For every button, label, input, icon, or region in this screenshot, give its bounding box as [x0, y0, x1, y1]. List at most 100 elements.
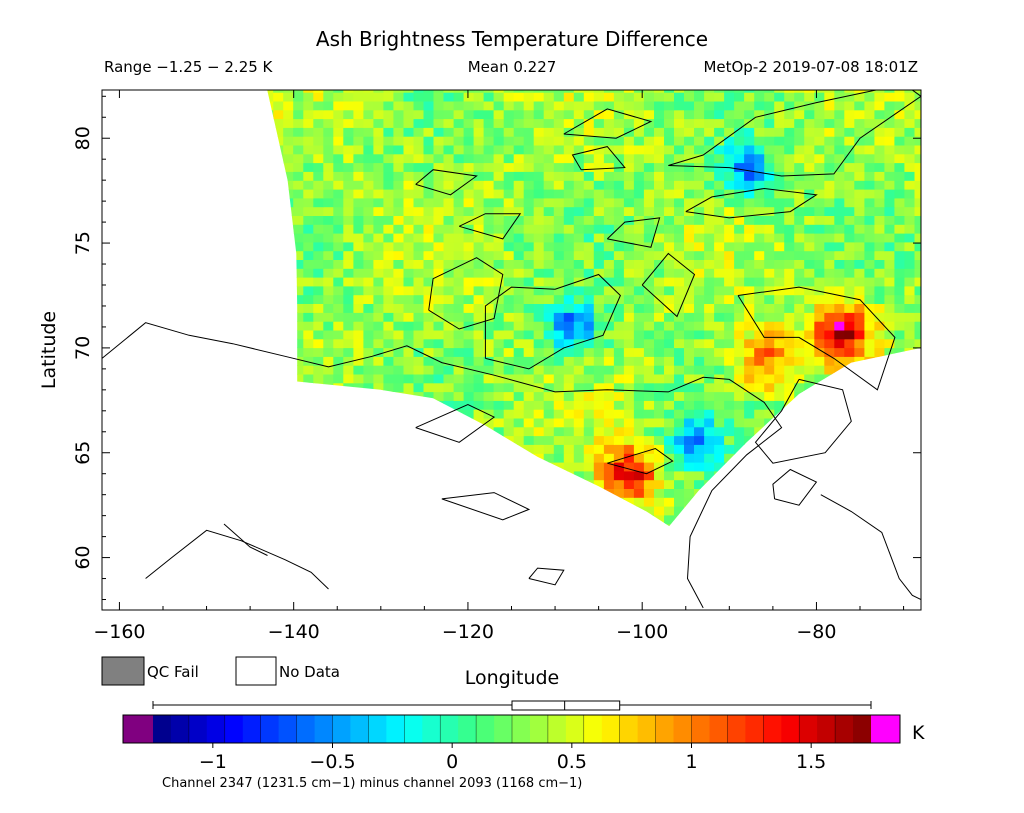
data-cell [724, 118, 735, 128]
data-cell [643, 514, 655, 525]
data-cell [684, 180, 695, 190]
data-cell [674, 347, 685, 357]
data-cell [343, 523, 354, 527]
data-cell [265, 435, 274, 445]
data-cell [453, 382, 465, 393]
data-cell [854, 118, 865, 128]
data-cell [804, 347, 815, 357]
data-cell [293, 118, 304, 128]
data-cell [674, 180, 685, 190]
data-cell [543, 417, 555, 428]
data-cell [323, 153, 334, 164]
data-cell [864, 215, 875, 225]
data-cell [283, 268, 294, 278]
data-cell [844, 497, 855, 507]
data-cell [473, 162, 485, 172]
data-cell [623, 409, 635, 419]
data-cell [323, 453, 334, 463]
data-cell [894, 523, 905, 527]
data-cell [573, 109, 585, 120]
data-cell [473, 488, 485, 498]
data-cell [925, 224, 936, 233]
data-cell [593, 382, 605, 393]
data-cell [543, 488, 555, 498]
data-cell [864, 506, 875, 516]
colorbar-tick-label: −1 [199, 751, 227, 773]
data-cell [854, 189, 865, 199]
data-cell [844, 453, 855, 463]
data-cell [413, 197, 425, 208]
data-cell [503, 462, 515, 472]
data-cell [784, 426, 795, 437]
data-cell [493, 294, 505, 304]
data-cell [844, 241, 855, 252]
data-cell [623, 215, 635, 225]
data-cell [854, 144, 865, 155]
data-cell [373, 382, 384, 393]
data-cell [483, 400, 495, 410]
data-cell [353, 479, 364, 489]
data-cell [373, 241, 384, 252]
data-cell [643, 303, 655, 313]
data-cell [754, 268, 765, 278]
data-cell [854, 470, 865, 481]
data-cell [874, 285, 885, 296]
data-cell [433, 462, 445, 472]
data-cell [694, 144, 705, 155]
data-cell [453, 180, 465, 190]
data-cell [293, 435, 304, 445]
data-cell [884, 400, 895, 410]
data-cell [904, 506, 915, 516]
data-cell [265, 506, 274, 516]
data-cell [714, 514, 725, 525]
data-cell [433, 338, 445, 349]
data-cell [303, 321, 314, 331]
data-cell [804, 250, 815, 260]
data-cell [834, 233, 845, 243]
data-cell [553, 338, 565, 349]
data-cell [403, 329, 415, 340]
data-cell [764, 241, 775, 252]
data-cell [874, 303, 885, 313]
data-cell [804, 277, 815, 287]
data-cell [543, 453, 555, 463]
data-cell [794, 479, 805, 489]
data-cell [333, 127, 344, 137]
data-cell [914, 162, 921, 172]
data-cell [333, 136, 344, 146]
data-cell [714, 127, 725, 137]
data-cell [664, 497, 675, 507]
data-cell [633, 365, 645, 375]
data-cell [894, 409, 905, 419]
data-cell [293, 470, 304, 481]
data-cell [323, 100, 334, 111]
data-cell [654, 462, 665, 472]
data-cell [453, 144, 465, 155]
data-cell [313, 144, 324, 155]
data-cell [834, 250, 845, 260]
data-cell [393, 382, 404, 393]
data-cell [654, 90, 665, 93]
data-cell [824, 373, 835, 384]
data-cell [533, 90, 545, 93]
data-cell [343, 329, 354, 340]
data-cell [664, 488, 675, 498]
data-cell [593, 189, 605, 199]
data-cell [403, 153, 415, 164]
data-cell [784, 312, 795, 322]
data-cell [483, 373, 495, 384]
data-cell [784, 136, 795, 146]
data-cell [603, 506, 615, 516]
data-cell [523, 206, 535, 216]
data-cell [694, 488, 705, 498]
data-cell [764, 153, 775, 164]
data-cell [403, 189, 415, 199]
data-cell [714, 100, 725, 111]
data-cell [313, 417, 324, 428]
data-cell [925, 154, 936, 163]
data-cell [814, 409, 825, 419]
data-cell [914, 233, 921, 243]
data-cell [303, 206, 314, 216]
data-cell [593, 506, 605, 516]
data-cell [553, 171, 565, 181]
